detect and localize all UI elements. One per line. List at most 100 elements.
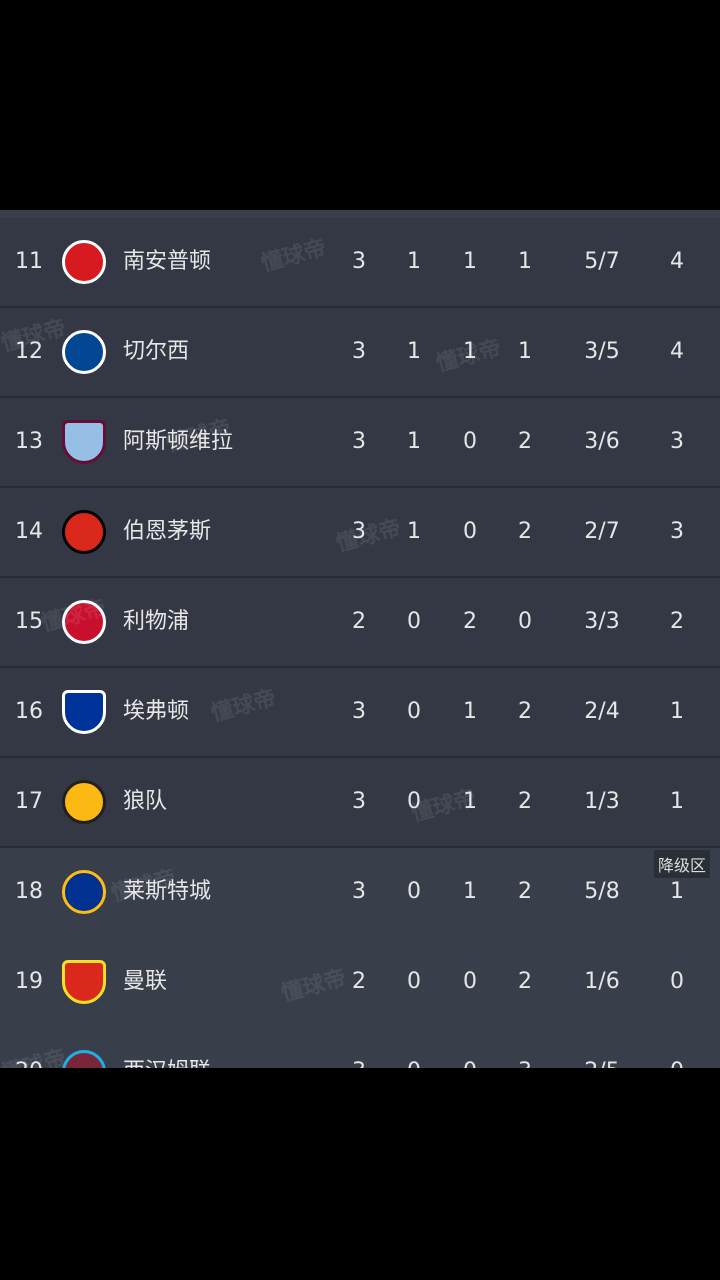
stat-drawn: 1 (463, 249, 477, 274)
team-row[interactable]: 16 埃弗顿 3 0 1 2 2/4 1 (0, 668, 720, 758)
stat-goals: 2/7 (584, 519, 620, 544)
stat-played: 2 (352, 609, 366, 634)
rank: 18 (15, 879, 43, 904)
stat-won: 0 (407, 789, 421, 814)
stat-played: 3 (352, 789, 366, 814)
stat-drawn: 2 (463, 609, 477, 634)
stat-points: 3 (670, 429, 684, 454)
stat-lost: 2 (518, 519, 532, 544)
team-name: 利物浦 (123, 609, 190, 634)
stat-drawn: 1 (463, 339, 477, 364)
rank: 17 (15, 789, 43, 814)
team-logo (62, 510, 106, 554)
stat-points: 1 (670, 699, 684, 724)
stat-goals: 1/6 (584, 969, 620, 994)
stat-points: 0 (670, 1028, 684, 1068)
stat-points: 2 (670, 609, 684, 634)
stat-drawn: 1 (463, 879, 477, 904)
team-row[interactable]: 20 西汉姆联 3 0 0 3 2/5 0 (0, 1028, 720, 1068)
team-row[interactable]: 12 切尔西 3 1 1 1 3/5 4 (0, 308, 720, 398)
team-name: 莱斯特城 (123, 879, 212, 904)
stat-drawn: 0 (463, 969, 477, 994)
zone-label: 降级区 (653, 850, 710, 878)
stat-drawn: 1 (463, 699, 477, 724)
team-row[interactable]: 18 莱斯特城 3 0 1 2 5/8 1 (0, 848, 720, 938)
stat-won: 0 (407, 1028, 421, 1068)
team-logo (62, 690, 106, 734)
team-logo (62, 1050, 106, 1068)
stat-lost: 2 (518, 969, 532, 994)
stat-played: 3 (352, 339, 366, 364)
stat-won: 1 (407, 249, 421, 274)
team-logo (62, 600, 106, 644)
stat-won: 0 (407, 879, 421, 904)
team-row[interactable]: 17 狼队 3 0 1 2 1/3 1 (0, 758, 720, 848)
stat-lost: 2 (518, 429, 532, 454)
stat-goals: 2/4 (584, 699, 620, 724)
stat-goals: 5/7 (584, 249, 620, 274)
stat-drawn: 0 (463, 519, 477, 544)
team-name: 阿斯顿维拉 (123, 429, 234, 454)
stat-goals: 5/8 (584, 879, 620, 904)
stat-lost: 1 (518, 339, 532, 364)
stat-played: 3 (352, 699, 366, 724)
team-row[interactable]: 11 南安普顿 3 1 1 1 5/7 4 (0, 218, 720, 308)
stat-played: 3 (352, 429, 366, 454)
rank: 14 (15, 519, 43, 544)
team-name: 西汉姆联 (123, 1028, 211, 1068)
team-name: 切尔西 (123, 339, 190, 364)
stat-won: 0 (407, 699, 421, 724)
stat-played: 3 (352, 519, 366, 544)
stat-goals: 3/5 (584, 339, 620, 364)
stat-lost: 2 (518, 699, 532, 724)
rank: 16 (15, 699, 43, 724)
team-name: 埃弗顿 (123, 699, 190, 724)
team-logo (62, 240, 106, 284)
team-logo (62, 960, 106, 1004)
team-row[interactable]: 13 阿斯顿维拉 3 1 0 2 3/6 3 (0, 398, 720, 488)
rank: 12 (15, 339, 43, 364)
rank: 13 (15, 429, 43, 454)
team-row[interactable]: 15 利物浦 2 0 2 0 3/3 2 (0, 578, 720, 668)
stat-lost: 0 (518, 609, 532, 634)
stat-lost: 2 (518, 879, 532, 904)
stat-goals: 1/3 (584, 789, 620, 814)
stat-goals: 3/6 (584, 429, 620, 454)
stat-points: 0 (670, 969, 684, 994)
stat-drawn: 1 (463, 789, 477, 814)
stat-lost: 2 (518, 789, 532, 814)
stat-goals: 2/5 (584, 1028, 619, 1068)
standings-list: 11 南安普顿 3 1 1 1 5/7 4 12 切尔西 3 1 1 1 3/5 4 13 阿斯顿维拉 3 1 0 2 3/… (0, 210, 720, 1068)
stat-points: 4 (670, 339, 684, 364)
rank: 15 (15, 609, 43, 634)
team-name: 狼队 (123, 789, 168, 814)
team-row[interactable]: 19 曼联 2 0 0 2 1/6 0 (0, 938, 720, 1028)
rank: 19 (15, 969, 43, 994)
rank: 11 (15, 249, 43, 274)
stat-won: 0 (407, 609, 421, 634)
stat-points: 1 (670, 789, 684, 814)
stat-played: 3 (352, 249, 366, 274)
team-logo (62, 780, 106, 824)
stat-won: 1 (407, 429, 421, 454)
stat-lost: 1 (518, 249, 532, 274)
stat-played: 3 (352, 1028, 366, 1068)
stat-lost: 3 (518, 1028, 532, 1068)
team-row[interactable]: 14 伯恩茅斯 3 1 0 2 2/7 3 (0, 488, 720, 578)
stat-played: 2 (352, 969, 366, 994)
stat-played: 3 (352, 879, 366, 904)
stat-points: 4 (670, 249, 684, 274)
team-name: 南安普顿 (123, 249, 212, 274)
stat-drawn: 0 (463, 1028, 477, 1068)
stat-points: 3 (670, 519, 684, 544)
stat-goals: 3/3 (584, 609, 620, 634)
team-logo (62, 870, 106, 914)
rank: 20 (15, 1028, 43, 1068)
team-logo (62, 420, 106, 464)
stat-won: 1 (407, 519, 421, 544)
stat-won: 0 (407, 969, 421, 994)
team-name: 曼联 (123, 969, 168, 994)
stat-points: 1 (670, 879, 684, 904)
team-logo (62, 330, 106, 374)
